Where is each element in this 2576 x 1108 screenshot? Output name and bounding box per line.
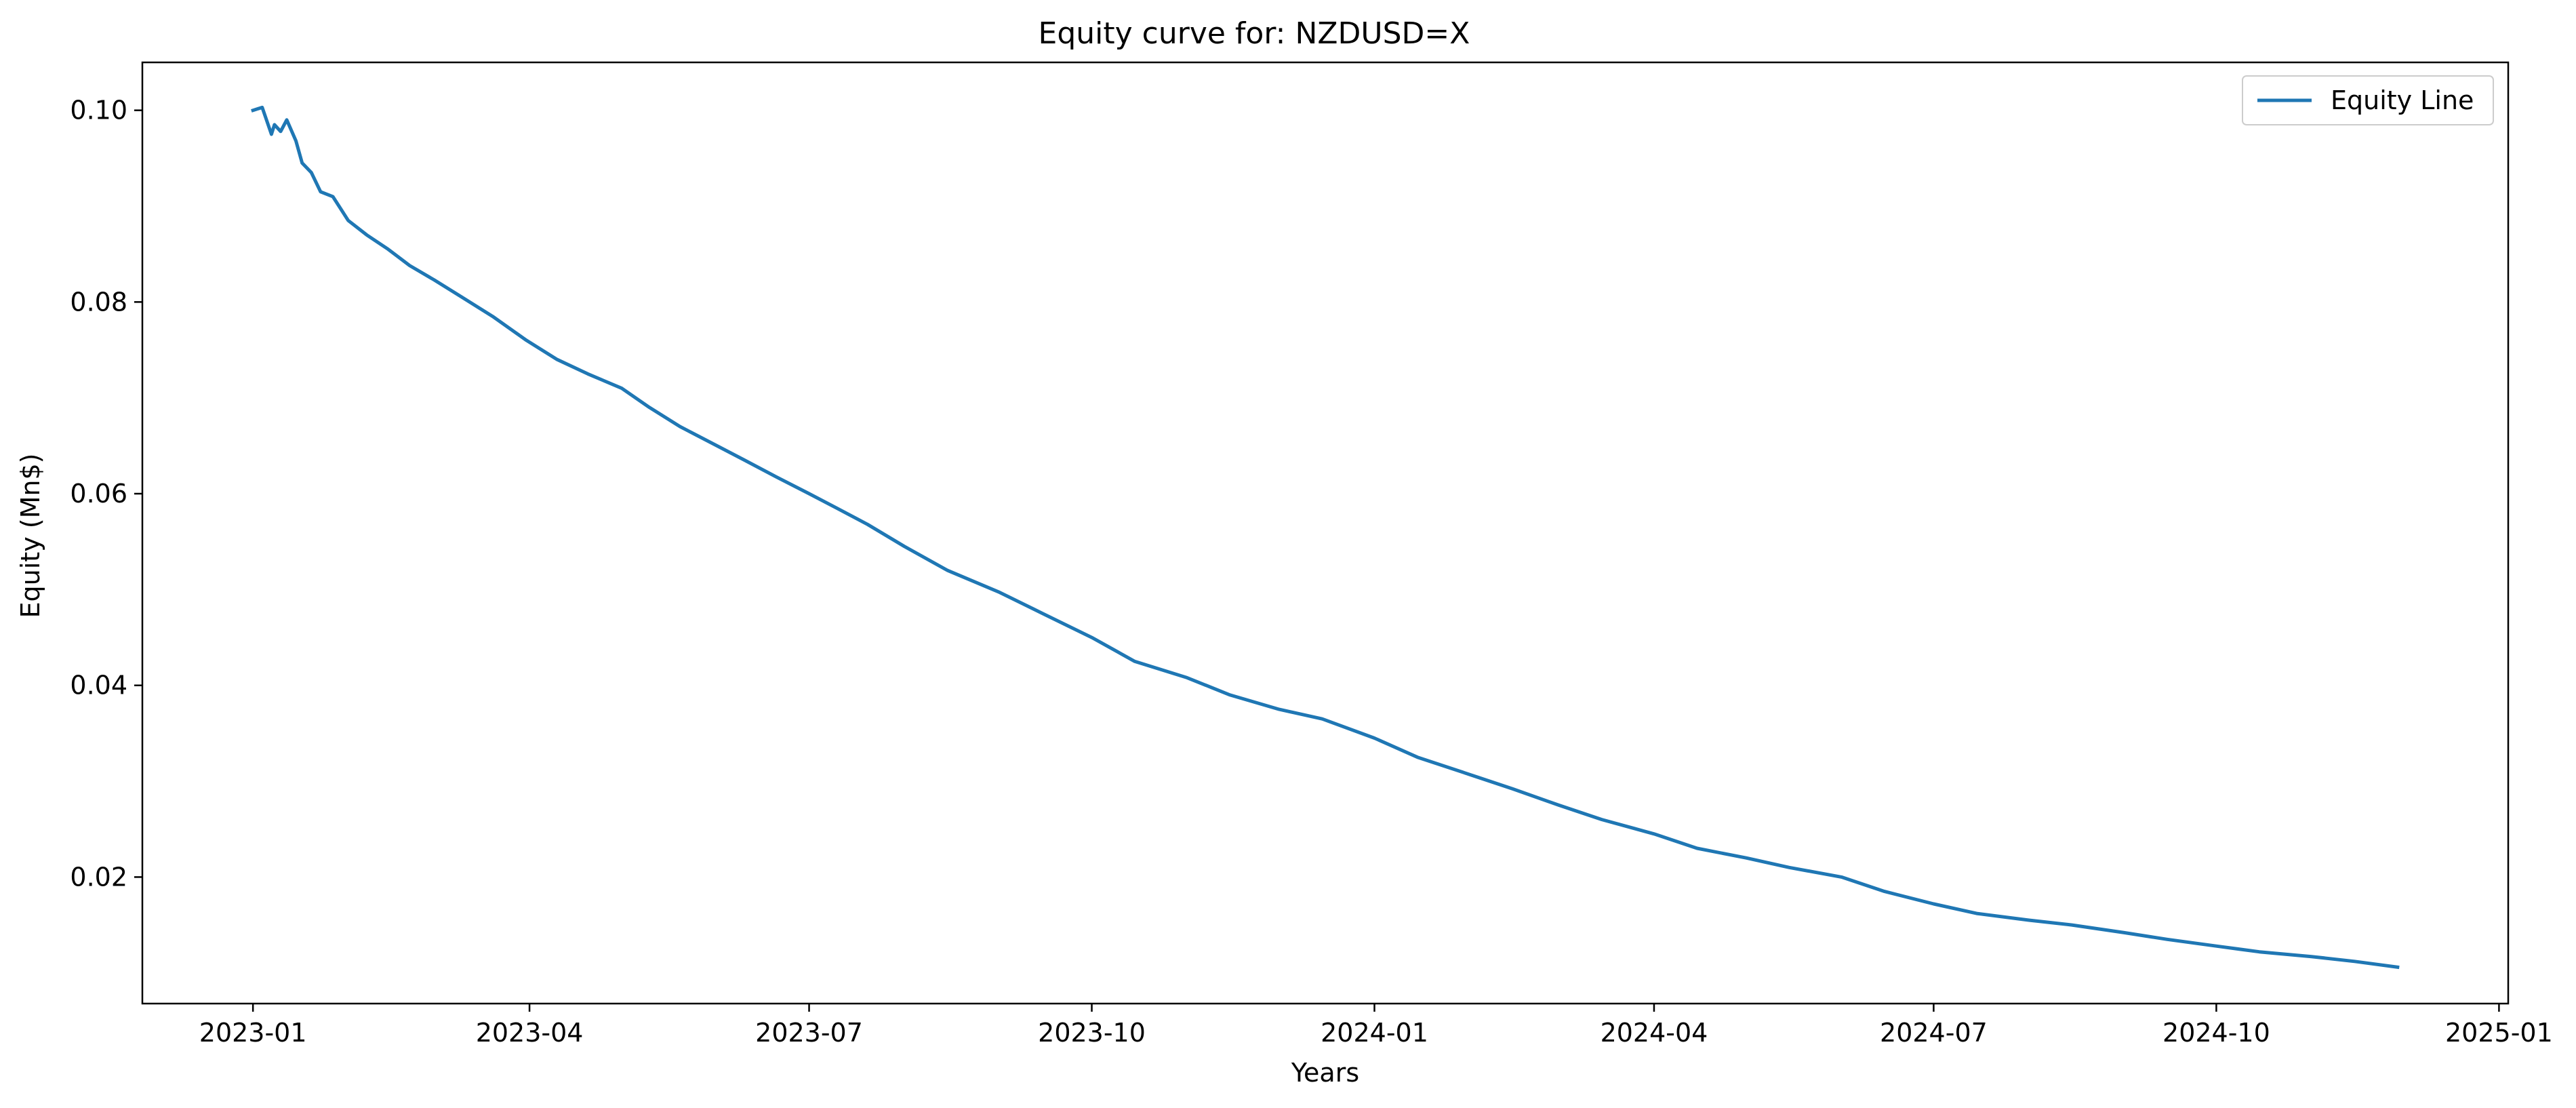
x-tick-label: 2023-07 (755, 1018, 863, 1048)
legend-label: Equity Line (2331, 85, 2474, 115)
y-tick-label: 0.08 (70, 287, 127, 317)
x-tick-label: 2025-01 (2445, 1018, 2553, 1048)
legend: Equity Line (2242, 75, 2494, 125)
x-tick-label: 2023-04 (476, 1018, 584, 1048)
chart-title: Equity curve for: NZDUSD=X (1039, 16, 1470, 51)
y-tick-label: 0.04 (70, 671, 127, 700)
y-axis-ticks: 0.02 0.04 0.06 0.08 0.10 (70, 96, 142, 892)
x-tick-label: 2024-07 (1880, 1018, 1988, 1048)
x-tick-label: 2024-01 (1321, 1018, 1428, 1048)
y-tick-label: 0.10 (70, 96, 127, 125)
x-tick-label: 2023-10 (1038, 1018, 1146, 1048)
x-tick-label: 2023-01 (199, 1018, 307, 1048)
plot-area (141, 61, 2510, 1005)
x-axis-ticks: 2023-01 2023-04 2023-07 2023-10 2024-01 2024-… (199, 1004, 2553, 1048)
x-tick-label: 2024-10 (2162, 1018, 2270, 1048)
x-axis-label: Years (1291, 1058, 1359, 1088)
axes-frame (141, 61, 2510, 1005)
y-tick-label: 0.06 (70, 479, 127, 509)
y-tick-label: 0.02 (70, 862, 127, 892)
legend-box (2242, 75, 2494, 125)
series-line-0 (251, 105, 2400, 970)
x-tick-label: 2024-04 (1601, 1018, 1708, 1048)
y-axis-label: Equity (Mn$) (16, 454, 45, 618)
